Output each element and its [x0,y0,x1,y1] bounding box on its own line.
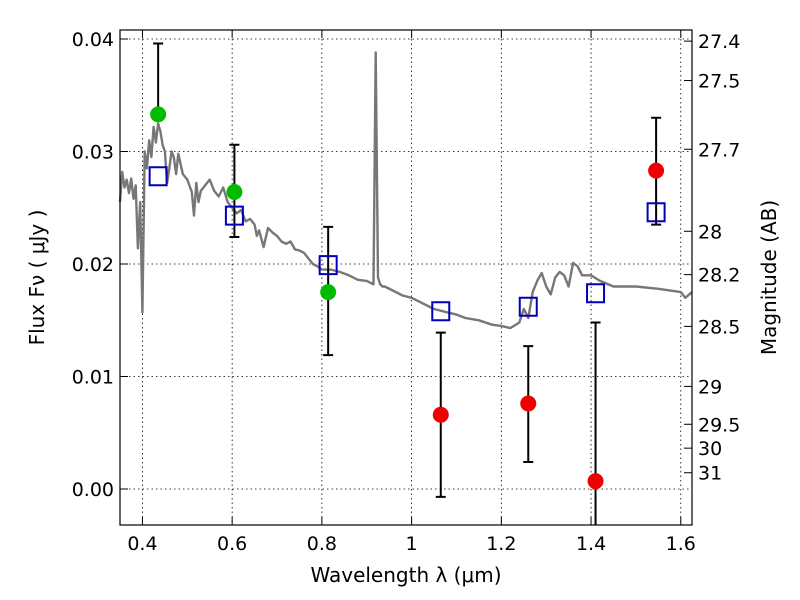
plot-frame [119,29,693,526]
y-tick-label: 0.04 [72,29,114,51]
x-tick-label: 0.4 [127,533,157,555]
model-point-square [646,202,666,223]
non-detection-point [432,406,449,423]
x-tick-label: 1.6 [666,533,696,555]
mag-tick-label: 28.5 [698,316,740,338]
non-detection-point [520,395,537,412]
x-tick-label: 1.2 [486,533,516,555]
mag-tick-label: 27.7 [698,139,740,161]
y-tick-label: 0.00 [72,479,114,501]
detection-point [320,284,337,301]
model-point-square [586,283,606,304]
mag-axis-label: Magnitude (AB) [757,200,781,355]
grid-lines [120,30,692,525]
mag-tick-label: 28 [698,221,722,243]
y-tick-label: 0.02 [72,254,114,276]
model-point-square [431,301,451,322]
model-point-square [148,166,168,187]
model-point-square [224,205,244,226]
mag-tick-label: 29.5 [698,414,740,436]
x-tick-label: 0.6 [217,533,247,555]
non-detection-point [587,473,604,490]
non-detection-point [648,162,665,179]
detection-point [226,184,243,200]
mag-tick-label: 27.4 [698,31,740,53]
x-axis-label: Wavelength λ (μm) [310,563,501,587]
template-spectrum-line [118,51,693,330]
x-tick-label: 1.4 [576,533,606,555]
model-point-square [518,296,538,317]
mag-tick-label: 30 [698,438,722,460]
x-tick-label: 0.8 [307,533,337,555]
x-tick-label: 1 [406,533,418,555]
y-tick-label: 0.03 [72,142,114,164]
mag-tick-label: 28.2 [698,265,740,287]
detection-point [150,106,167,123]
labels-layer: 0.4 0.6 0.8 1 1.2 1.4 1.6 0.00 0.01 0.02 0.03 0.04 2… [25,29,781,587]
mag-tick-label: 27.5 [698,71,740,93]
model-point-square [318,255,338,276]
axes-layer [119,29,693,526]
mag-tick-label: 29 [698,376,722,398]
series-layer [118,42,693,525]
y-tick-label: 0.01 [72,367,114,389]
mag-tick-label: 31 [698,463,722,485]
y-axis-label: Flux Fν ( μJy ) [25,210,49,346]
